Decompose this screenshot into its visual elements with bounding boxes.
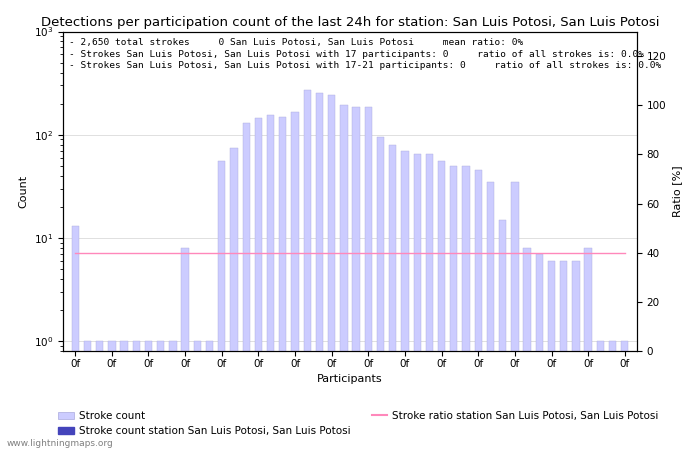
Bar bbox=[255, 118, 262, 450]
Bar bbox=[218, 162, 225, 450]
Bar bbox=[377, 137, 384, 450]
Bar bbox=[84, 341, 91, 450]
Text: www.lightningmaps.org: www.lightningmaps.org bbox=[7, 439, 113, 448]
Bar bbox=[157, 341, 164, 450]
Bar bbox=[267, 115, 274, 450]
Bar bbox=[438, 162, 445, 450]
Bar bbox=[316, 93, 323, 450]
Bar bbox=[536, 254, 543, 450]
Y-axis label: Count: Count bbox=[18, 175, 28, 208]
Bar bbox=[499, 220, 506, 450]
Bar bbox=[206, 341, 214, 450]
Y-axis label: Ratio [%]: Ratio [%] bbox=[672, 166, 682, 217]
Bar bbox=[169, 341, 176, 450]
Bar bbox=[621, 341, 629, 450]
Bar bbox=[352, 107, 360, 450]
Bar bbox=[596, 341, 604, 450]
Bar bbox=[71, 226, 79, 450]
Bar bbox=[242, 123, 250, 450]
Legend: Stroke count, Stroke count station San Luis Potosi, San Luis Potosi, Stroke rati: Stroke count, Stroke count station San L… bbox=[54, 407, 663, 440]
Bar bbox=[328, 95, 335, 450]
Bar bbox=[132, 341, 140, 450]
Bar bbox=[145, 341, 152, 450]
Bar bbox=[548, 261, 555, 450]
Bar bbox=[475, 171, 482, 450]
Bar bbox=[340, 105, 348, 450]
Bar bbox=[463, 166, 470, 450]
Bar bbox=[230, 148, 237, 450]
Bar bbox=[291, 112, 299, 450]
Title: Detections per participation count of the last 24h for station: San Luis Potosi,: Detections per participation count of th… bbox=[41, 16, 659, 29]
Bar bbox=[304, 90, 311, 450]
Bar bbox=[365, 107, 372, 450]
Bar bbox=[426, 154, 433, 450]
Text: - 2,650 total strokes     0 San Luis Potosi, San Luis Potosi     mean ratio: 0%
: - 2,650 total strokes 0 San Luis Potosi,… bbox=[69, 38, 661, 71]
Bar bbox=[414, 154, 421, 450]
Bar bbox=[120, 341, 127, 450]
Bar bbox=[389, 144, 396, 450]
Bar bbox=[96, 341, 104, 450]
Bar bbox=[584, 248, 592, 450]
Bar bbox=[401, 151, 409, 450]
Bar bbox=[524, 248, 531, 450]
Bar bbox=[450, 166, 458, 450]
Bar bbox=[511, 182, 519, 450]
Bar bbox=[194, 341, 201, 450]
Bar bbox=[560, 261, 568, 450]
Bar bbox=[573, 261, 580, 450]
X-axis label: Participants: Participants bbox=[317, 374, 383, 384]
Bar bbox=[108, 341, 116, 450]
Bar bbox=[181, 248, 189, 450]
Bar bbox=[279, 117, 286, 450]
Bar bbox=[486, 182, 494, 450]
Bar bbox=[609, 341, 616, 450]
